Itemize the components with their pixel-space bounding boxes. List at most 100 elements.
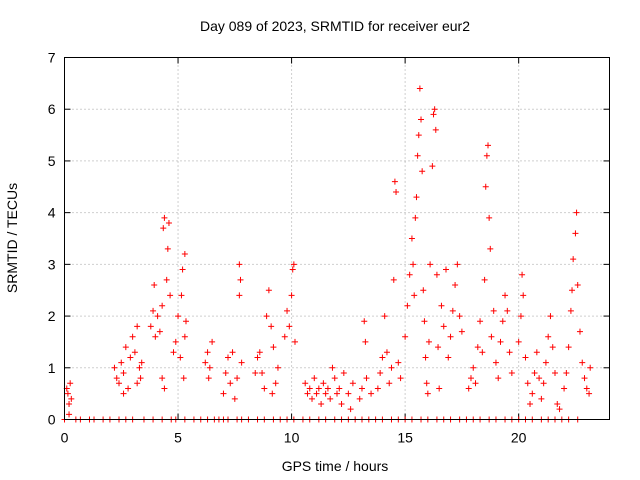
data-point [412, 214, 419, 221]
data-point [499, 318, 506, 325]
data-point [574, 282, 581, 289]
data-point [256, 349, 263, 356]
data-point [408, 235, 415, 242]
data-point [411, 292, 418, 299]
data-point [465, 385, 472, 392]
x-tick-label: 15 [397, 430, 413, 446]
data-point [570, 256, 577, 263]
data-point [302, 380, 309, 387]
data-point [152, 333, 159, 340]
data-point [445, 354, 452, 361]
data-point [414, 152, 421, 159]
data-point [504, 307, 511, 314]
data-point [150, 307, 157, 314]
data-point [586, 390, 593, 397]
data-point [177, 354, 184, 361]
data-point [361, 318, 368, 325]
data-point [66, 411, 73, 418]
data-point [236, 292, 243, 299]
data-point [487, 245, 494, 252]
data-point [68, 395, 75, 402]
data-point [492, 359, 499, 366]
data-point [181, 251, 188, 258]
x-tick-label: 0 [61, 430, 69, 446]
data-point [474, 344, 481, 351]
data-point [161, 385, 168, 392]
data-point [227, 380, 234, 387]
data-point [320, 380, 327, 387]
data-point [554, 400, 561, 407]
data-point [538, 395, 545, 402]
data-point [424, 390, 431, 397]
y-tick-label: 0 [48, 412, 56, 428]
data-point [436, 385, 443, 392]
data-point [120, 369, 127, 376]
data-point [165, 219, 172, 226]
data-point [497, 338, 504, 345]
data-point [118, 359, 125, 366]
data-point [163, 276, 170, 283]
data-point [127, 354, 134, 361]
y-tick-label: 1 [48, 360, 56, 376]
data-point [482, 183, 489, 190]
data-point [531, 369, 538, 376]
data-point [272, 380, 279, 387]
data-point [495, 375, 502, 382]
data-point [306, 385, 313, 392]
data-point [151, 282, 158, 289]
data-point [134, 323, 141, 330]
data-point [519, 271, 526, 278]
data-point [419, 168, 426, 175]
data-point [572, 230, 579, 237]
data-point [433, 271, 440, 278]
data-point [147, 323, 154, 330]
data-point [386, 380, 393, 387]
data-point [529, 390, 536, 397]
data-point [506, 349, 513, 356]
data-point [416, 85, 423, 92]
data-point [490, 307, 497, 314]
data-point [362, 338, 369, 345]
data-point [470, 364, 477, 371]
data-point [289, 266, 296, 273]
data-point [340, 369, 347, 376]
data-point [542, 359, 549, 366]
data-point [397, 375, 404, 382]
data-point [486, 214, 493, 221]
data-point [137, 375, 144, 382]
data-point [327, 395, 334, 402]
data-point [161, 214, 168, 221]
x-tick-label: 5 [174, 430, 182, 446]
data-point [67, 380, 74, 387]
chart-title: Day 089 of 2023, SRMTID for receiver eur… [200, 18, 470, 34]
y-tick-label: 5 [48, 153, 56, 169]
data-point [413, 194, 420, 201]
data-point [527, 400, 534, 407]
data-point [423, 380, 430, 387]
data-point [430, 111, 437, 118]
data-point [134, 380, 141, 387]
data-point [347, 406, 354, 413]
data-point [388, 364, 395, 371]
data-point [284, 307, 291, 314]
data-point [170, 349, 177, 356]
x-axis-label: GPS time / hours [282, 458, 389, 474]
data-point [540, 380, 547, 387]
data-point [345, 390, 352, 397]
data-point [349, 380, 356, 387]
data-point [390, 276, 397, 283]
data-point [391, 178, 398, 185]
data-point [286, 323, 293, 330]
y-tick-label: 7 [48, 50, 56, 66]
data-point [269, 390, 276, 397]
data-point [515, 338, 522, 345]
data-point [66, 400, 73, 407]
data-point [374, 385, 381, 392]
data-point [479, 349, 486, 356]
data-point [206, 364, 213, 371]
data-point [329, 364, 336, 371]
x-tick-label: 10 [284, 430, 300, 446]
data-point [561, 385, 568, 392]
data-point [458, 328, 465, 335]
data-point [431, 106, 438, 113]
